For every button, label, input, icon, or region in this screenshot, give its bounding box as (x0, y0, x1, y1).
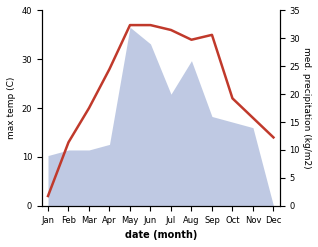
Y-axis label: max temp (C): max temp (C) (7, 77, 16, 139)
Y-axis label: med. precipitation (kg/m2): med. precipitation (kg/m2) (302, 47, 311, 169)
X-axis label: date (month): date (month) (125, 230, 197, 240)
